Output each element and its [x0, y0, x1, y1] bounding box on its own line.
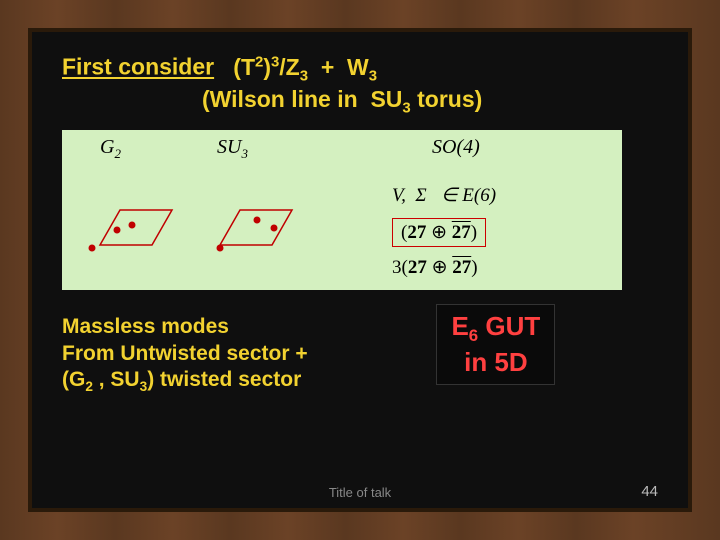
massless-line1: Massless modes [62, 314, 402, 340]
rep-boxed: (27 ⊕ 27) [392, 218, 486, 247]
gut-result-box: E6 GUT in 5D [436, 304, 555, 385]
title-math: (T2)3/Z3 + W3 [221, 54, 378, 80]
massless-line3: (G2 , SU3) twisted sector [62, 367, 402, 395]
torus-parallelogram-su3 [202, 200, 297, 255]
so4-group-label: SO(4) [432, 136, 480, 159]
page-number: 44 [641, 483, 658, 500]
torus-parallelogram-g2 [82, 200, 177, 255]
su3-group-label: SU3 [217, 136, 248, 162]
bottom-row: Massless modes From Untwisted sector + (… [62, 304, 658, 395]
slide-title-line2: (Wilson line in SU3 torus) [202, 86, 658, 117]
rep-plain: 3(27 ⊕ 27) [392, 256, 478, 279]
massless-modes-text: Massless modes From Untwisted sector + (… [62, 314, 402, 395]
massless-line2: From Untwisted sector + [62, 341, 402, 367]
footer-title: Title of talk [329, 485, 391, 500]
chalkboard: First consider (T2)3/Z3 + W3 (Wilson lin… [28, 28, 692, 512]
wood-frame: First consider (T2)3/Z3 + W3 (Wilson lin… [0, 0, 720, 540]
slide-title-line1: First consider (T2)3/Z3 + W3 [62, 52, 658, 86]
fields-label: V, Σ ∈ E(6) [392, 184, 496, 207]
gut-line2: in 5D [451, 347, 540, 378]
gut-line1: E6 GUT [451, 311, 540, 346]
g2-group-label: G2 [100, 136, 121, 162]
title-prefix: First consider [62, 54, 214, 80]
green-diagram-panel: G2 SU3 SO(4) V, Σ ∈ E(6) (27 ⊕ 27) 3(27 … [62, 130, 622, 290]
